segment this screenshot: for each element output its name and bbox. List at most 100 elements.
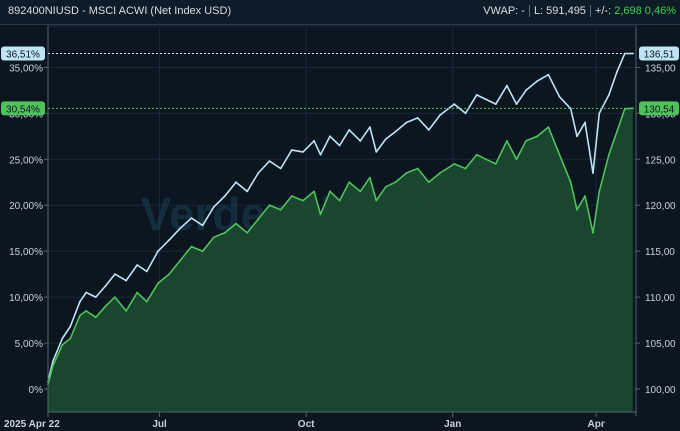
x-tick-label: Jul [152,419,167,430]
right-tick-label: 135,00 [645,63,676,74]
data-point [114,273,116,275]
data-point [348,181,351,184]
data-point [145,300,148,303]
last-price: L: 591,495 [533,5,586,17]
data-point [439,172,441,174]
change-label: +/-: [594,5,612,17]
data-point [592,231,594,234]
data-point [51,365,54,367]
left-tick-label: 25,00% [9,155,43,166]
change-pct: 0,46% [644,5,676,17]
x-tick-label: Oct [298,419,315,430]
data-point [51,360,54,363]
data-point [506,84,508,87]
data-point [136,264,139,266]
data-point [584,195,586,197]
data-point [246,190,249,193]
data-point [319,153,322,156]
data-point [302,199,304,202]
x-tick-label: Apr [588,419,605,430]
data-point [536,135,539,138]
data-point [547,73,550,76]
data-point [302,151,304,153]
data-point [515,158,518,161]
data-point [494,103,497,105]
left-tick-label: 35,00% [9,63,43,74]
left-tick-label: 10,00% [9,293,43,304]
instrument-title: 892400NIUSD - MSCI ACWI (Net Index USD) [8,5,232,17]
data-point [319,213,322,216]
ref-left-label: 36,51% [6,49,40,60]
data-point [212,206,215,209]
data-point [584,121,586,124]
data-point [145,270,148,273]
stats-bar: VWAP: - L: 591,495 +/-: 2,698 0,46% [483,5,676,18]
series-line-light [47,52,633,382]
data-point [61,344,64,346]
left-tick-label: 0% [29,385,44,396]
data-point [313,190,315,193]
ref-right-label: 130,54 [644,104,675,115]
x-tick-label: 2025 Apr 22 [4,419,60,430]
left-tick-label: 15,00% [9,247,43,258]
series-area-green [48,108,633,413]
data-point [515,103,518,105]
data-point [157,250,159,253]
right-tick-label: 110,00 [645,293,675,304]
data-point [224,231,226,234]
data-point [79,300,81,303]
data-point [598,190,601,193]
data-point [536,80,539,82]
data-point [329,190,331,193]
data-point [525,140,527,142]
data-point [576,208,578,211]
x-tick-label: Jan [444,419,461,430]
chart-header: 892400NIUSD - MSCI ACWI (Net Index USD) … [0,0,680,25]
data-point [125,310,127,312]
data-point [246,231,249,234]
data-point [359,140,362,142]
data-point [279,167,282,170]
data-point [453,103,456,105]
axes: 0%5,00%10,00%15,00%20,00%25,00%30,00%35,… [4,26,676,430]
divider [589,5,591,18]
data-point [190,245,193,248]
data-point [405,121,408,124]
data-point [85,291,88,294]
data-point [338,144,341,147]
right-tick-label: 100,00 [645,385,676,396]
data-point [136,291,139,294]
data-point [608,153,610,156]
data-point [384,185,387,188]
divider [528,5,530,18]
data-point [525,89,527,92]
data-point [201,250,204,253]
right-tick-label: 125,00 [645,155,676,166]
left-tick-label: 5,00% [15,339,43,350]
data-point [394,130,397,133]
data-point [179,227,182,230]
ref-left-label: 30,54% [6,104,40,115]
data-point [558,95,561,98]
ref-right-label: 136,51 [644,49,675,60]
data-point [168,239,171,242]
data-point [616,71,618,73]
data-point [569,107,572,110]
data-point [485,98,488,101]
data-point [464,167,467,170]
data-point [453,163,456,165]
data-point [348,129,351,131]
reference-lines: 36,51% 136,51 30,54% 130,54 [1,46,679,116]
data-point [257,172,260,174]
data-point [69,325,72,328]
data-point [547,126,550,128]
ref-right-tag [639,101,679,116]
data-point [313,140,315,142]
data-point [464,112,467,115]
data-point [359,190,362,193]
change-abs: 2,698 [614,5,642,17]
data-point [384,138,387,140]
data-point [212,236,215,239]
vwap-label: VWAP: - [483,5,525,17]
